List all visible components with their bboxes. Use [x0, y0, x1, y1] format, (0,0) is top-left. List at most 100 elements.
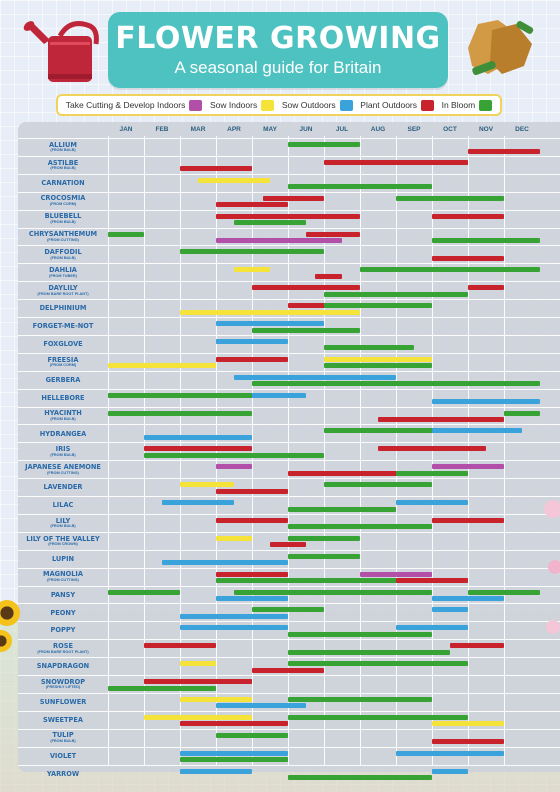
calendar-bar — [234, 220, 306, 226]
flower-name: CROCOSMIA (FROM CORM) — [18, 193, 108, 210]
calendar-bar — [216, 571, 288, 577]
calendar-bar — [108, 392, 252, 398]
flower-name: SUNFLOWER — [18, 694, 108, 711]
flower-name-main: CARNATION — [41, 178, 85, 187]
flower-name: LUPIN — [18, 551, 108, 568]
calendar-bar — [306, 231, 360, 237]
flower-name-main: JAPANESE ANEMONE — [25, 462, 101, 471]
calendar-bar — [180, 768, 252, 774]
calendar-bar — [108, 410, 252, 416]
calendar-bar — [216, 338, 288, 344]
month-label: AUG — [370, 126, 386, 133]
grid-line — [252, 136, 253, 766]
flower-name-main: SNOWDROP — [40, 677, 86, 686]
flower-name-main: CHRYSANTHEMUM — [28, 230, 98, 239]
flower-name: HYACINTH (FROM BULB) — [18, 408, 108, 425]
legend-swatch — [261, 99, 275, 111]
calendar-bar — [144, 446, 252, 452]
calendar-bar — [432, 739, 504, 745]
flower-name-main: ASTILBE — [47, 158, 79, 167]
table-row: JAPANESE ANEMONE (FROM CUTTING) — [18, 460, 560, 478]
table-row: GERBERA — [18, 370, 560, 389]
table-row: FOXGLOVE — [18, 334, 560, 353]
flower-name-note: (FROM BULB) — [50, 524, 76, 529]
calendar-bar — [144, 452, 324, 458]
flower-name: SNAPDRAGON — [18, 658, 108, 675]
calendar-bar — [396, 195, 504, 201]
table-row: CHRYSANTHEMUM (FROM CUTTING) — [18, 227, 560, 246]
flower-name: FOXGLOVE — [18, 336, 108, 353]
calendar-bar — [315, 273, 342, 279]
calendar-bar — [216, 517, 288, 523]
flower-name-note: (FROM BULB) — [50, 166, 76, 171]
flower-name-main: LILAC — [52, 501, 74, 510]
flower-name: CHRYSANTHEMUM (FROM CUTTING) — [18, 229, 108, 246]
legend-label: Plant Outdoors — [360, 100, 417, 110]
calendar-bar — [450, 643, 504, 649]
table-row: VIOLET — [18, 746, 560, 765]
watering-can-icon — [23, 21, 99, 82]
flower-name: LILY (FROM BULB) — [18, 515, 108, 532]
flower-name-main: HYDRANGEA — [39, 429, 87, 438]
flower-name: ROSE (FROM BARE ROOT PLANT) — [18, 640, 108, 657]
calendar-bar — [162, 560, 288, 566]
flower-name-note: (FROM CORM) — [49, 202, 77, 207]
flower-name-main: SUNFLOWER — [39, 698, 87, 707]
month-label: SEP — [407, 126, 421, 133]
flower-name: LAVENDER — [18, 479, 108, 496]
table-row: SNOWDROP (FRESHLY LIFTED) — [18, 675, 560, 693]
calendar-bar — [396, 578, 468, 584]
flower-name-main: LILY — [55, 516, 71, 525]
calendar-bar — [180, 625, 288, 631]
table-row: SNAPDRAGON — [18, 657, 560, 675]
flower-name: ALLIUM (FROM BULB) — [18, 139, 108, 156]
calendar-bar — [234, 267, 270, 273]
grid-line — [324, 136, 325, 766]
table-row: CARNATION — [18, 173, 560, 192]
flower-name-main: SNAPDRAGON — [36, 662, 90, 671]
calendar-bar — [324, 363, 432, 369]
calendar-bar — [288, 775, 432, 780]
flower-name: HELLEBORE — [18, 390, 108, 407]
flower-name-main: IRIS — [55, 445, 71, 454]
flower-name: DAYLILY (FROM BARE ROOT PLANT) — [18, 282, 108, 299]
gardening-gloves-icon — [468, 20, 534, 76]
month-label: FEB — [155, 126, 169, 133]
flower-name: IRIS (FROM BULB) — [18, 443, 108, 460]
calendar-bar — [216, 488, 288, 494]
flower-name-note: (FROM CUTTING) — [47, 577, 79, 582]
flower-name: DELPHINIUM — [18, 300, 108, 317]
flower-name-main: DAFFODIL — [44, 248, 82, 257]
flower-name-note: (FROM BARE ROOT PLANT) — [37, 649, 89, 654]
calendar-bar — [288, 553, 360, 559]
flower-name: DAHLIA (FROM TUBER) — [18, 264, 108, 281]
flower-name-note: (FROM BULB) — [50, 148, 76, 153]
calendar-bar — [216, 703, 306, 709]
legend-swatch — [189, 99, 203, 111]
flower-name: BLUEBELL (FROM BULB) — [18, 211, 108, 228]
calendar-bar — [180, 613, 288, 619]
calendar-bar — [216, 238, 342, 243]
calendar-bar — [288, 506, 396, 512]
calendar-bar — [270, 542, 306, 548]
calendar-bar — [378, 417, 504, 422]
calendar-bar — [234, 589, 432, 595]
calendar-bar — [180, 661, 216, 667]
grid-line — [288, 136, 289, 766]
calendar-bar — [108, 589, 180, 595]
grid-line — [360, 136, 361, 766]
calendar-bar — [252, 327, 360, 333]
month-label: APR — [227, 126, 241, 133]
calendar-bar — [288, 524, 432, 530]
calendar-bar — [360, 267, 540, 273]
flower-name: FREESIA (FROM CORM) — [18, 354, 108, 371]
flower-name-main: GERBERA — [45, 375, 81, 384]
flower-name: PANSY — [18, 587, 108, 604]
flower-name: PEONY — [18, 604, 108, 621]
flower-name-note: (FROM BULB) — [50, 416, 76, 421]
flower-name-note: (FROM CUTTING) — [47, 470, 79, 475]
flower-name-main: FORGET-ME-NOT — [32, 322, 94, 331]
flower-name: FORGET-ME-NOT — [18, 318, 108, 335]
flower-name-main: DAYLILY — [48, 283, 78, 292]
calendar-bar — [180, 721, 288, 727]
